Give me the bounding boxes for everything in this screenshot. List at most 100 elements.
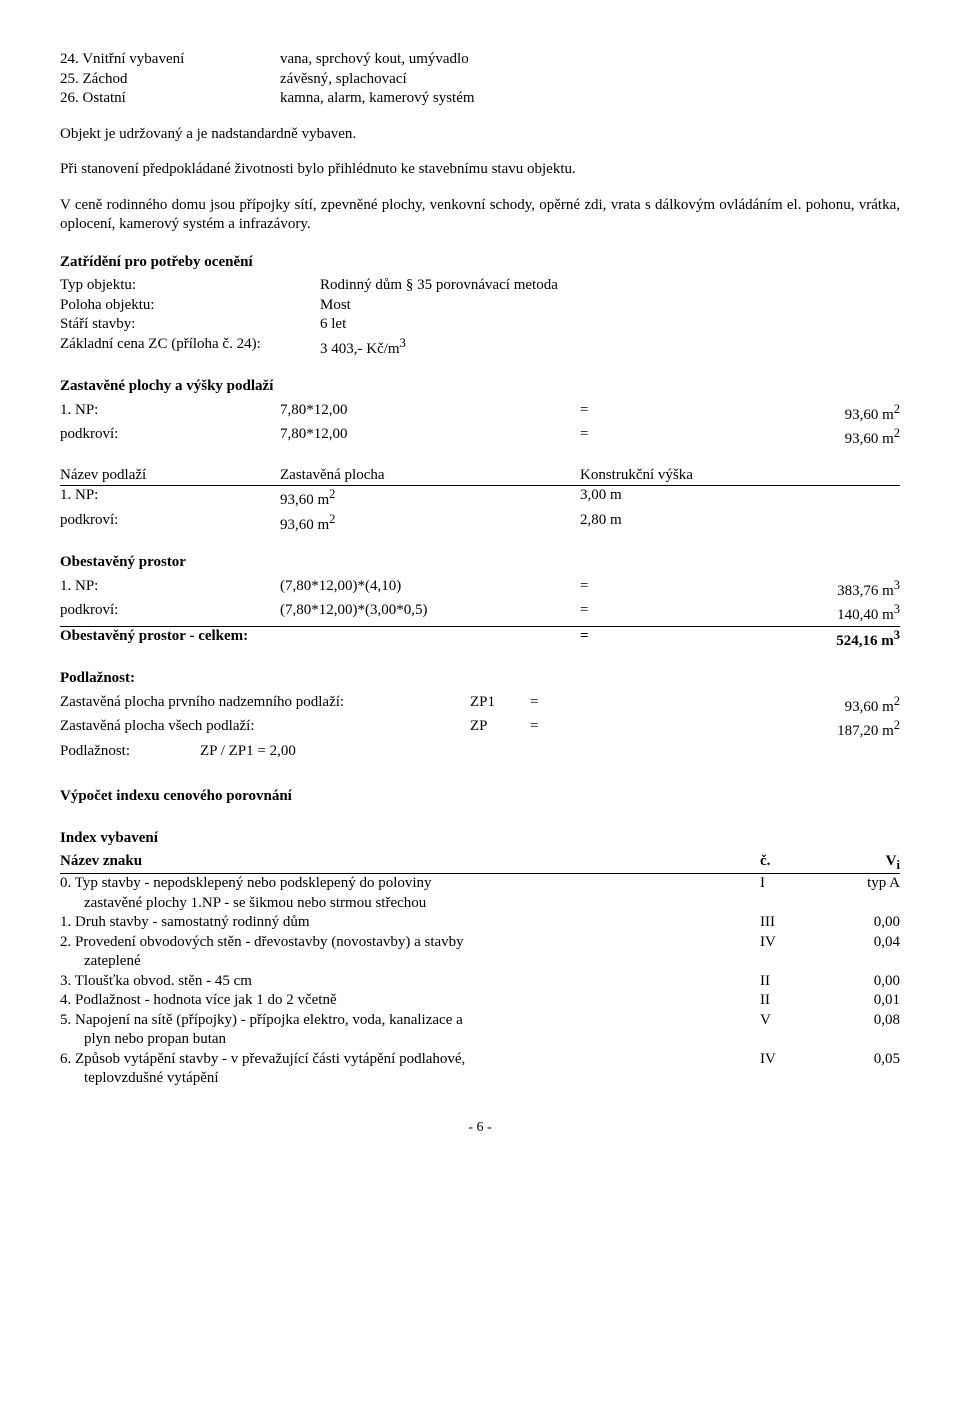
obest-total-eq: = bbox=[580, 627, 620, 652]
row-24-label: 24. Vnitřní vybavení bbox=[60, 50, 280, 70]
index-title: Index vybavení bbox=[60, 829, 900, 849]
built-row-2: podkroví: 7,80*12,00 = 93,60 m2 bbox=[60, 425, 900, 450]
paragraph-2: Při stanovení předpokládané životnosti b… bbox=[60, 160, 900, 180]
idx-2-val: 0,04 bbox=[830, 933, 900, 953]
floor-hdr-2: Zastavěná plocha bbox=[280, 466, 580, 486]
idx-6-text: 6. Způsob vytápění stavby - v převažujíc… bbox=[60, 1050, 760, 1070]
built-2-calc: 7,80*12,00 bbox=[280, 425, 580, 450]
floor-2-name: podkroví: bbox=[60, 511, 280, 536]
idx-row-6: 6. Způsob vytápění stavby - v převažujíc… bbox=[60, 1050, 900, 1070]
age-label: Stáří stavby: bbox=[60, 315, 320, 335]
obest-2-label: podkroví: bbox=[60, 601, 280, 626]
built-1-label: 1. NP: bbox=[60, 401, 280, 426]
floor-1-height: 3,00 m bbox=[580, 486, 900, 511]
floor-1-name: 1. NP: bbox=[60, 486, 280, 511]
idx-row-4: 4. Podlažnost - hodnota více jak 1 do 2 … bbox=[60, 991, 900, 1011]
idx-row-5b: plyn nebo propan butan bbox=[60, 1030, 900, 1050]
idx-row-1: 1. Druh stavby - samostatný rodinný dům … bbox=[60, 913, 900, 933]
obest-row-2: podkroví: (7,80*12,00)*(3,00*0,5) = 140,… bbox=[60, 601, 900, 627]
idx-0b-text: zastavěné plochy 1.NP - se šikmou nebo s… bbox=[60, 894, 760, 914]
floor-hdr-3: Konstrukční výška bbox=[580, 466, 900, 486]
row-25: 25. Záchod závěsný, splachovací bbox=[60, 70, 900, 90]
idx-hdr-num: č. bbox=[760, 852, 830, 873]
idx-4-num: II bbox=[760, 991, 830, 1011]
row-26: 26. Ostatní kamna, alarm, kamerový systé… bbox=[60, 89, 900, 109]
idx-5-val: 0,08 bbox=[830, 1011, 900, 1031]
podlaznost-block: Zastavěná plocha prvního nadzemního podl… bbox=[60, 693, 900, 762]
idx-hdr-name: Název znaku bbox=[60, 852, 760, 873]
pod-2-val: 187,20 m2 bbox=[570, 717, 900, 742]
idx-2b-text: zateplené bbox=[60, 952, 760, 972]
idx-0-val: typ A bbox=[830, 874, 900, 894]
pod-2-label: Zastavěná plocha všech podlaží: bbox=[60, 717, 470, 742]
idx-0-num: I bbox=[760, 874, 830, 894]
pod-1-val: 93,60 m2 bbox=[570, 693, 900, 718]
idx-5-text: 5. Napojení na sítě (přípojky) - přípojk… bbox=[60, 1011, 760, 1031]
built-2-label: podkroví: bbox=[60, 425, 280, 450]
obest-1-eq: = bbox=[580, 577, 620, 602]
base-price-row: Základní cena ZC (příloha č. 24): 3 403,… bbox=[60, 335, 900, 360]
floor-hdr-1: Název podlaží bbox=[60, 466, 280, 486]
age-row: Stáří stavby: 6 let bbox=[60, 315, 900, 335]
calc-title: Výpočet indexu cenového porovnání bbox=[60, 787, 900, 807]
pod-row-1: Zastavěná plocha prvního nadzemního podl… bbox=[60, 693, 900, 718]
index-header: Název znaku č. Vi bbox=[60, 852, 900, 874]
row-26-value: kamna, alarm, kamerový systém bbox=[280, 89, 900, 109]
obest-row-total: Obestavěný prostor - celkem: = 524,16 m3 bbox=[60, 627, 900, 652]
type-label: Typ objektu: bbox=[60, 276, 320, 296]
obest-1-label: 1. NP: bbox=[60, 577, 280, 602]
obest-total-label: Obestavěný prostor - celkem: bbox=[60, 627, 580, 652]
built-1-result: 93,60 m2 bbox=[620, 401, 900, 426]
row-24-value: vana, sprchový kout, umývadlo bbox=[280, 50, 900, 70]
built-area-table: 1. NP: 7,80*12,00 = 93,60 m2 podkroví: 7… bbox=[60, 401, 900, 450]
idx-2-num: IV bbox=[760, 933, 830, 953]
idx-5b-text: plyn nebo propan butan bbox=[60, 1030, 760, 1050]
floor-row-2: podkroví: 93,60 m2 2,80 m bbox=[60, 511, 900, 536]
floor-2-area: 93,60 m2 bbox=[280, 511, 580, 536]
pod-row-2: Zastavěná plocha všech podlaží: ZP = 187… bbox=[60, 717, 900, 742]
classification-title: Zatřídění pro potřeby ocenění bbox=[60, 253, 900, 273]
row-26-label: 26. Ostatní bbox=[60, 89, 280, 109]
page-footer: - 6 - bbox=[60, 1119, 900, 1137]
pod-2-sym: ZP bbox=[470, 717, 530, 742]
idx-row-6b: teplovzdušné vytápění bbox=[60, 1069, 900, 1089]
location-value: Most bbox=[320, 296, 900, 316]
floor-header: Název podlaží Zastavěná plocha Konstrukč… bbox=[60, 466, 900, 487]
idx-hdr-vi: Vi bbox=[830, 852, 900, 873]
idx-2-text: 2. Provedení obvodových stěn - dřevostav… bbox=[60, 933, 760, 953]
row-25-label: 25. Záchod bbox=[60, 70, 280, 90]
idx-row-0b: zastavěné plochy 1.NP - se šikmou nebo s… bbox=[60, 894, 900, 914]
idx-3-num: II bbox=[760, 972, 830, 992]
paragraph-1: Objekt je udržovaný a je nadstandardně v… bbox=[60, 125, 900, 145]
pod-2-eq: = bbox=[530, 717, 570, 742]
type-row: Typ objektu: Rodinný dům § 35 porovnávac… bbox=[60, 276, 900, 296]
idx-0-text: 0. Typ stavby - nepodsklepený nebo podsk… bbox=[60, 874, 760, 894]
idx-1-text: 1. Druh stavby - samostatný rodinný dům bbox=[60, 913, 760, 933]
enclosed-space-table: 1. NP: (7,80*12,00)*(4,10) = 383,76 m3 p… bbox=[60, 577, 900, 652]
age-value: 6 let bbox=[320, 315, 900, 335]
pod-3-value: ZP / ZP1 = 2,00 bbox=[200, 742, 296, 762]
idx-row-5: 5. Napojení na sítě (přípojky) - přípojk… bbox=[60, 1011, 900, 1031]
built-area-title: Zastavěné plochy a výšky podlaží bbox=[60, 377, 900, 397]
idx-5-num: V bbox=[760, 1011, 830, 1031]
enclosed-space-title: Obestavěný prostor bbox=[60, 553, 900, 573]
idx-4-text: 4. Podlažnost - hodnota více jak 1 do 2 … bbox=[60, 991, 760, 1011]
built-2-result: 93,60 m2 bbox=[620, 425, 900, 450]
idx-6-num: IV bbox=[760, 1050, 830, 1070]
idx-row-3: 3. Tloušťka obvod. stěn - 45 cm II 0,00 bbox=[60, 972, 900, 992]
idx-4-val: 0,01 bbox=[830, 991, 900, 1011]
floor-row-1: 1. NP: 93,60 m2 3,00 m bbox=[60, 486, 900, 511]
obest-total-result: 524,16 m3 bbox=[620, 627, 900, 652]
idx-row-2b: zateplené bbox=[60, 952, 900, 972]
idx-row-2: 2. Provedení obvodových stěn - dřevostav… bbox=[60, 933, 900, 953]
obest-1-result: 383,76 m3 bbox=[620, 577, 900, 602]
equipment-list: 24. Vnitřní vybavení vana, sprchový kout… bbox=[60, 50, 900, 109]
base-price-value: 3 403,- Kč/m3 bbox=[320, 335, 900, 360]
floor-2-height: 2,80 m bbox=[580, 511, 900, 536]
obest-row-1: 1. NP: (7,80*12,00)*(4,10) = 383,76 m3 bbox=[60, 577, 900, 602]
built-1-calc: 7,80*12,00 bbox=[280, 401, 580, 426]
location-row: Poloha objektu: Most bbox=[60, 296, 900, 316]
built-row-1: 1. NP: 7,80*12,00 = 93,60 m2 bbox=[60, 401, 900, 426]
idx-row-0: 0. Typ stavby - nepodsklepený nebo podsk… bbox=[60, 874, 900, 894]
obest-2-eq: = bbox=[580, 601, 620, 626]
